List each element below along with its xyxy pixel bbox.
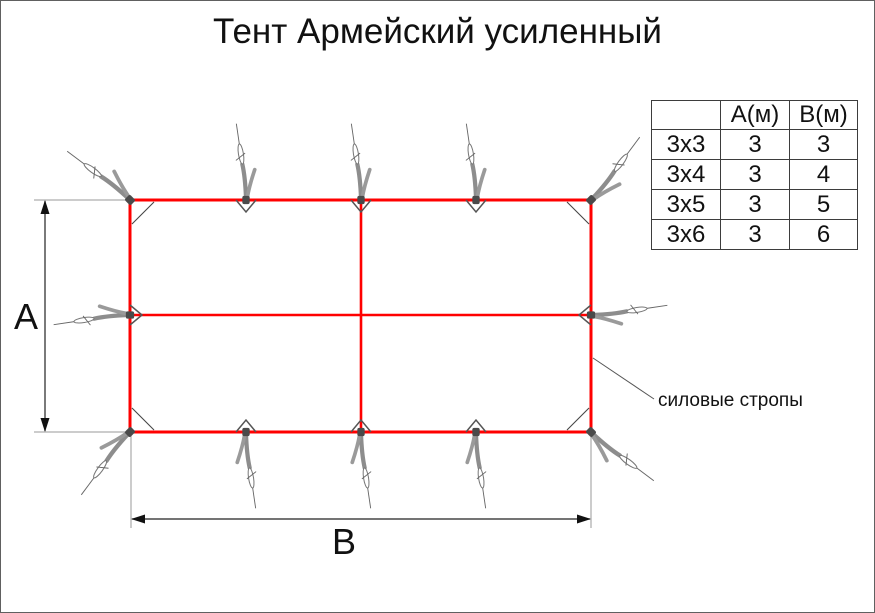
- table-row: 3x3 3 3: [651, 129, 858, 160]
- strap-corner-top-right: [581, 137, 654, 210]
- strap-top-2: [351, 124, 370, 205]
- strap-top-1: [236, 124, 255, 205]
- strap-bottom-1: [237, 428, 256, 509]
- straps-callout: силовые стропы: [592, 357, 803, 411]
- size-table-header-row: A(м) B(м): [651, 100, 858, 130]
- dimension-a: A: [14, 200, 50, 432]
- strap-bottom-2: [352, 428, 371, 509]
- dimension-a-label: A: [14, 296, 38, 337]
- b-cell: 6: [789, 219, 858, 250]
- size-table: A(м) B(м) 3x3 3 3 3x4 3 4 3x5 3 5 3x6 3: [651, 100, 858, 250]
- table-row: 3x6 3 6: [651, 219, 858, 250]
- a-cell: 3: [720, 219, 790, 250]
- strap-left-mid: [54, 306, 135, 325]
- b-cell: 5: [789, 189, 858, 220]
- arrowhead-left-icon: [131, 514, 145, 524]
- b-cell: 3: [789, 129, 858, 160]
- size-cell: 3x5: [651, 189, 721, 220]
- corner-stitch-bottom-right: [566, 407, 590, 431]
- straps-callout-label: силовые стропы: [658, 390, 803, 411]
- page-title: Тент Армейский усиленный: [213, 12, 662, 51]
- corner-stitch-top-left: [131, 201, 155, 225]
- table-row: 3x4 3 4: [651, 159, 858, 190]
- size-cell: 3x3: [651, 129, 721, 160]
- size-cell: 3x6: [651, 219, 721, 250]
- corner-stitches: [131, 201, 590, 431]
- corner-stitch-top-right: [566, 201, 590, 225]
- b-cell: 4: [789, 159, 858, 190]
- size-table-header-blank: [651, 100, 721, 130]
- tarp-webbing-grid: [128, 198, 593, 434]
- table-row: 3x5 3 5: [651, 189, 858, 220]
- leader-line: [592, 357, 655, 400]
- a-cell: 3: [720, 189, 790, 220]
- strap-corner-bottom-left: [68, 423, 141, 496]
- size-cell: 3x4: [651, 159, 721, 190]
- strap-top-3: [466, 124, 485, 205]
- dimension-b: B: [131, 514, 591, 562]
- strap-corner-bottom-right: [582, 422, 655, 495]
- size-table-header-b: B(м): [789, 100, 858, 130]
- strap-right-mid: [587, 305, 668, 324]
- corner-stitch-bottom-left: [131, 407, 155, 431]
- arrowhead-up-icon: [40, 200, 50, 214]
- strap-bottom-3: [467, 428, 486, 509]
- a-cell: 3: [720, 129, 790, 160]
- extension-lines: [34, 199, 592, 528]
- arrowhead-right-icon: [577, 514, 591, 524]
- arrowhead-down-icon: [40, 418, 50, 432]
- a-cell: 3: [720, 159, 790, 190]
- size-table-header-a: A(м): [720, 100, 790, 130]
- dimension-b-label: B: [332, 521, 356, 562]
